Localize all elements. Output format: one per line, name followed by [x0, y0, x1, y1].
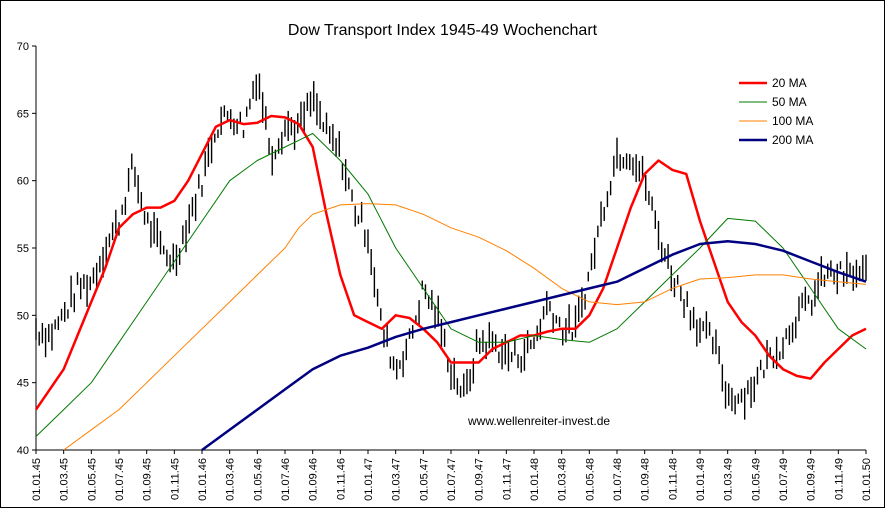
x-tick-label: 01.11.45	[169, 458, 181, 500]
x-tick-label: 01.01.48	[529, 458, 541, 501]
x-tick-label: 01.01.46	[197, 458, 209, 501]
x-tick-label: 01.01.45	[31, 458, 43, 501]
x-tick-label: 01.11.46	[335, 458, 347, 500]
x-tick-label: 01.07.45	[114, 458, 126, 501]
x-tick-label: 01.05.48	[584, 458, 596, 501]
x-tick-label: 01.03.48	[557, 458, 569, 501]
y-tick-label: 60	[17, 176, 29, 188]
x-tick-label: 01.09.48	[640, 458, 652, 501]
x-tick-label: 01.05.45	[86, 458, 98, 501]
x-tick-label: 01.05.47	[418, 458, 430, 501]
series-line-20-ma	[34, 114, 867, 411]
legend-label: 20 MA	[772, 76, 807, 90]
series-line-100-ma	[63, 203, 867, 451]
y-tick-label: 45	[17, 378, 29, 390]
x-tick-label: 01.09.47	[474, 458, 486, 501]
legend: 20 MA 50 MA 100 MA 200 MA	[739, 76, 813, 147]
legend-label: 200 MA	[772, 133, 813, 147]
x-tick-label: 01.09.45	[142, 458, 154, 501]
moving-average-lines	[34, 114, 867, 452]
chart-title: Dow Transport Index 1945-49 Wochenchart	[287, 22, 598, 39]
x-tick-label: 01.11.49	[833, 458, 845, 500]
y-tick-label: 70	[17, 41, 29, 53]
x-tick-label: 01.03.49	[723, 458, 735, 501]
x-tick-label: 01.07.47	[446, 458, 458, 501]
x-tick-label: 01.07.49	[778, 458, 790, 501]
price-bars	[35, 73, 867, 420]
x-tick-label: 01.05.46	[252, 458, 264, 501]
legend-label: 100 MA	[772, 114, 813, 128]
x-tick-label: 01.09.49	[806, 458, 818, 501]
series-line-50-ma	[35, 133, 867, 437]
x-tick-label: 01.07.46	[280, 458, 292, 501]
y-tick-label: 65	[17, 108, 29, 120]
x-tick-label: 01.11.47	[501, 458, 513, 500]
x-tick-label: 01.09.46	[308, 458, 320, 501]
x-tick-label: 01.01.49	[695, 458, 707, 501]
y-tick-label: 50	[17, 310, 29, 322]
axes: 40 45 50 55 60 65 70 01.01.45 01.03.45 01.05.45 01…	[17, 41, 873, 501]
x-tick-label: 01.05.49	[750, 458, 762, 501]
x-tick-label: 01.03.46	[225, 458, 237, 501]
legend-label: 50 MA	[772, 95, 807, 109]
x-tick-label: 01.11.48	[667, 458, 679, 500]
y-tick-label: 40	[17, 445, 29, 457]
x-tick-label: 01.07.48	[612, 458, 624, 501]
series-line-200-ma	[201, 240, 867, 452]
x-tick-label: 01.01.47	[363, 458, 375, 501]
x-tick-label: 01.03.47	[391, 458, 403, 501]
website-annotation: www.wellenreiter-invest.de	[467, 414, 610, 428]
x-tick-label: 01.01.50	[861, 458, 873, 501]
y-tick-label: 55	[17, 243, 29, 255]
x-tick-label: 01.03.45	[59, 458, 71, 501]
